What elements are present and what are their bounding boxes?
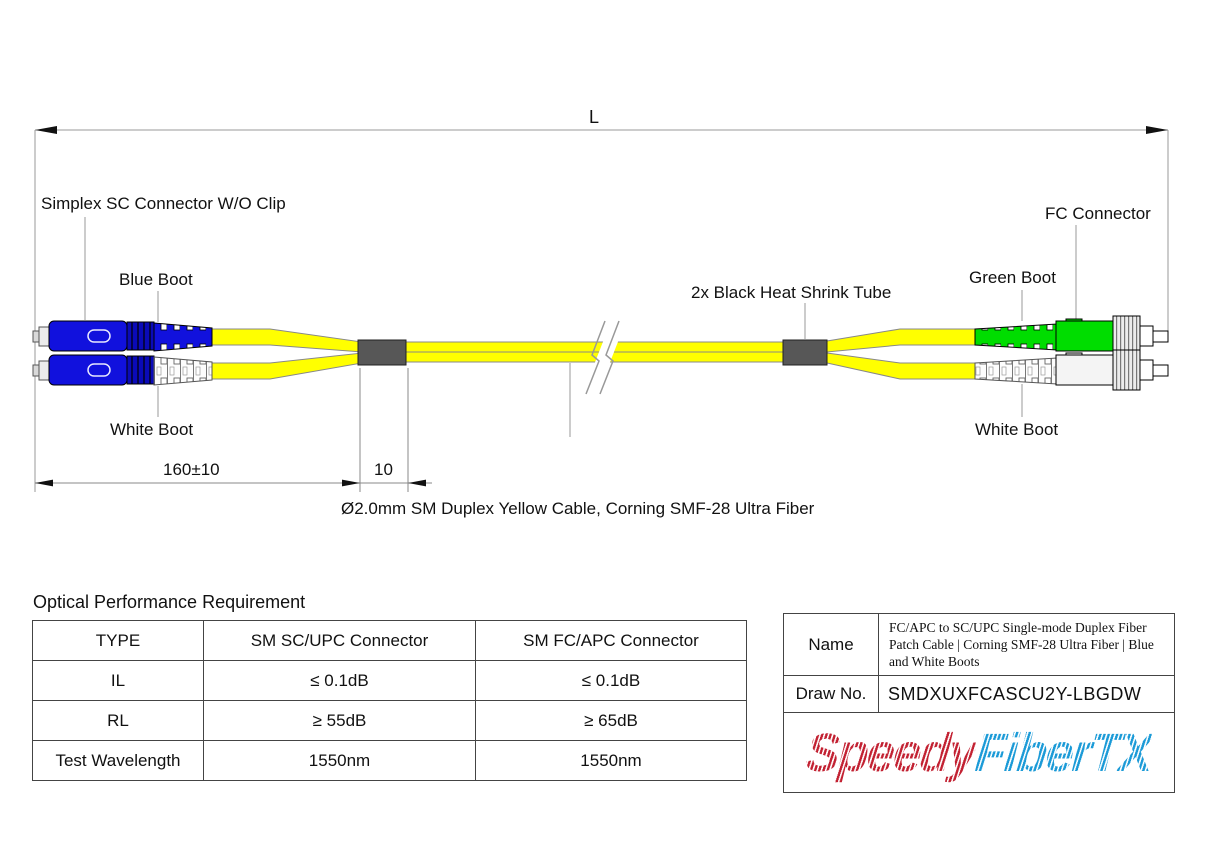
performance-table: TYPE SM SC/UPC Connector SM FC/APC Conne… [32, 620, 747, 781]
name-label: Name [784, 614, 879, 675]
dimension-160-label: 160±10 [163, 460, 220, 479]
perf-header-type: TYPE [33, 621, 204, 661]
perf-row-rl-sc: ≥ 55dB [204, 701, 476, 741]
dimension-L [34, 129, 1169, 492]
logo-speedy-text: Speedy [804, 722, 978, 783]
cable-description-label: Ø2.0mm SM Duplex Yellow Cable, Corning S… [341, 499, 815, 518]
dimension-L-label: L [589, 107, 600, 127]
heat-shrink-tube-1 [357, 339, 407, 366]
sc-connector-bottom [32, 354, 213, 386]
dimension-L-arrows [35, 126, 1168, 134]
dimension-160-arrows [35, 479, 426, 487]
product-name: FC/APC to SC/UPC Single-mode Duplex Fibe… [889, 620, 1154, 669]
dimension-160 [35, 368, 432, 492]
green-boot-label: Green Boot [969, 268, 1056, 287]
white-boot-right-label: White Boot [975, 420, 1059, 439]
draw-no-row: Draw No. SMDXUXFCASCU2Y-LBGDW [784, 676, 1174, 713]
heat-shrink-tube-2 [782, 339, 828, 366]
duplex-yellow-cable [211, 328, 977, 380]
logo-row: SpeedyFiberTX [784, 713, 1174, 792]
logo-fibertx-text: FiberTX [973, 722, 1154, 783]
perf-row-wavelength-type: Test Wavelength [33, 741, 204, 781]
perf-row-wavelength-sc: 1550nm [204, 741, 476, 781]
sc-connector-top [32, 320, 213, 352]
perf-row-il-fc: ≤ 0.1dB [476, 661, 747, 701]
break-symbol [585, 320, 621, 395]
speedyfibertx-logo: SpeedyFiberTX [804, 722, 1153, 784]
cable-drawing-art [32, 126, 1169, 492]
leader-lines [84, 217, 1077, 437]
name-row: Name FC/APC to SC/UPC Single-mode Duplex… [784, 614, 1174, 676]
perf-row-wavelength-fc: 1550nm [476, 741, 747, 781]
perf-row-il-sc: ≤ 0.1dB [204, 661, 476, 701]
white-boot-left-label: White Boot [110, 420, 194, 439]
fc-connector-top [974, 315, 1169, 357]
performance-table-title: Optical Performance Requirement [33, 592, 306, 612]
fc-connector-bottom [974, 349, 1169, 391]
perf-row-il-type: IL [33, 661, 204, 701]
perf-row-rl-type: RL [33, 701, 204, 741]
heat-shrink-label: 2x Black Heat Shrink Tube [691, 283, 892, 302]
draw-no-value: SMDXUXFCASCU2Y-LBGDW [888, 683, 1142, 704]
perf-header-sc: SM SC/UPC Connector [204, 621, 476, 661]
draw-no-label: Draw No. [784, 676, 879, 712]
simplex-sc-label: Simplex SC Connector W/O Clip [41, 194, 286, 213]
fc-connector-label: FC Connector [1045, 204, 1151, 223]
perf-row-rl-fc: ≥ 65dB [476, 701, 747, 741]
dimension-10-label: 10 [374, 460, 393, 479]
blue-boot-label: Blue Boot [119, 270, 193, 289]
perf-header-fc: SM FC/APC Connector [476, 621, 747, 661]
title-block: Name FC/APC to SC/UPC Single-mode Duplex… [783, 613, 1175, 793]
cable-drawing: L Simplex SC Connector W/O Clip Blue Boo… [32, 107, 1169, 518]
